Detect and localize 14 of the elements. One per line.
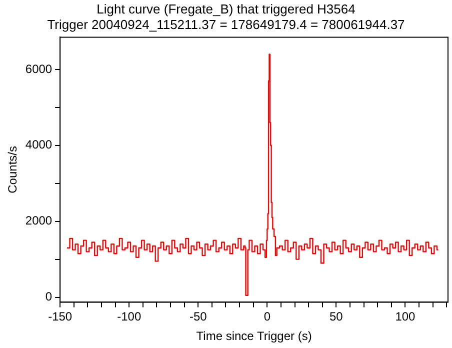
- x-tick-label: 0: [264, 310, 271, 324]
- y-tick-label: 2000: [25, 214, 52, 228]
- x-tick-label: -50: [189, 310, 208, 324]
- chart-title: Light curve (Fregate_B) that triggered H3564: [96, 1, 356, 16]
- y-tick-label: 6000: [25, 62, 52, 76]
- y-tick-label: 0: [45, 290, 52, 304]
- x-tick-label: 50: [330, 310, 344, 324]
- chart-subtitle: Trigger 20040924_115211.37 = 178649179.4 = 780061944.37: [47, 16, 405, 32]
- x-tick-label: -150: [48, 310, 72, 324]
- x-tick-label: 100: [395, 310, 416, 324]
- y-tick-label: 4000: [25, 138, 52, 152]
- y-axis-title: Counts/s: [6, 146, 20, 194]
- x-axis-title: Time since Trigger (s): [196, 329, 312, 344]
- x-tick-label: -100: [117, 310, 142, 324]
